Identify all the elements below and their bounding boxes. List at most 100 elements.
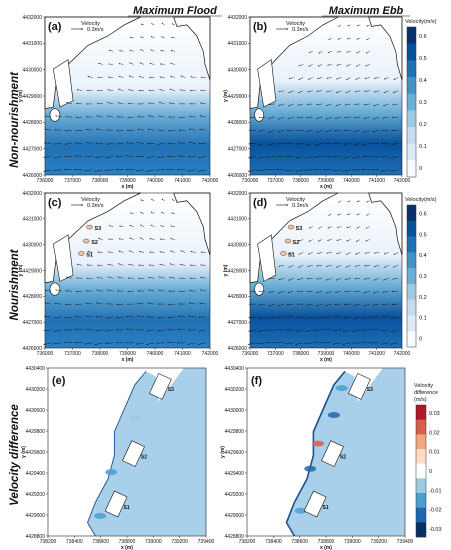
panel-c-ref-label: Velocity <box>81 197 100 203</box>
row-label-nourishment: Nourishment <box>9 248 21 320</box>
colorbar-velocity-top-swatch <box>407 110 416 128</box>
panel-c-ytick: 4430000 <box>23 242 43 248</box>
panel-b-ytick: 4430000 <box>228 67 248 73</box>
panel-f-site-label: S2 <box>340 454 346 460</box>
panel-e-xtick: 739200 <box>171 539 188 545</box>
panel-e-ytick: 4429400 <box>26 471 46 477</box>
panel-d-label: (d) <box>253 197 267 209</box>
panel-c-site-marker <box>86 224 93 230</box>
panel-e-xtick: 738400 <box>66 539 83 545</box>
colorbar-difference-swatch <box>416 463 426 479</box>
colorbar-velocity-top-tick: 0.1 <box>419 144 427 150</box>
panel-b-xtick: 740000 <box>343 178 360 184</box>
panel-d-ref-value: 0.3m/s <box>292 203 309 209</box>
panel-b-island <box>254 108 264 122</box>
panel-b-ytick: 4426000 <box>228 173 248 179</box>
colorbar-velocity-middle-swatch <box>407 252 416 269</box>
panel-d-ref-label: Velocity <box>286 197 305 203</box>
panel-e-xtick: 738200 <box>40 539 57 545</box>
panel-a-island <box>49 108 61 122</box>
panel-c-ref-value: 0.3m/s <box>87 203 104 209</box>
colorbar-velocity-top-tick: 0.3 <box>419 100 427 106</box>
panel-f-xtick: 739000 <box>344 539 361 545</box>
panel-d-ytick: 4426000 <box>228 346 248 352</box>
colorbar-difference-tick: 0.02 <box>429 430 440 436</box>
panel-b-xtick: 738000 <box>292 178 309 184</box>
colorbar-velocity-top-title: Velocity(m/s) <box>405 19 437 25</box>
panel-f-xtick: 738400 <box>265 539 282 545</box>
panel-c-ytick: 4431000 <box>23 217 43 223</box>
row-label-velocity-difference: Velocity difference <box>9 404 21 506</box>
column-title-ebb: Maximum Ebb <box>329 5 404 17</box>
panel-a-arrows <box>43 23 206 172</box>
panel-a-ytick: 4431000 <box>23 41 43 47</box>
colorbar-velocity-top-tick: 0.6 <box>419 34 427 40</box>
colorbar-difference-tick: 0.01 <box>429 450 440 456</box>
panel-e-site-box <box>104 490 128 518</box>
panel-a-ytick: 4430000 <box>23 67 43 73</box>
colorbar-velocity-middle-swatch <box>407 220 416 237</box>
panel-b-ref-label: Velocity <box>286 21 305 27</box>
colorbar-velocity-middle-tick: 0.3 <box>419 274 427 280</box>
panel-c-ytick: 4426000 <box>23 346 43 352</box>
panel-a-velocity-field <box>45 17 210 175</box>
panel-e-ytick: 4430400 <box>26 366 46 372</box>
panel-e-ytick: 4429200 <box>26 492 46 498</box>
panel-f: S3 S2 S1 (f) 738200 738400 738600 738800 739000 7… <box>220 366 414 550</box>
colorbar-velocity-top-swatch <box>407 60 416 78</box>
colorbar-difference-swatch <box>416 507 426 523</box>
panel-e: S3 S2 S1 (e) 738200 738400 738600 738800 739000 7… <box>21 366 215 550</box>
panel-e-shoreline <box>87 371 147 537</box>
panel-f-shoreline <box>285 370 346 537</box>
panel-a-xtick: 739000 <box>119 178 136 184</box>
panel-b-xtick: 739000 <box>318 178 335 184</box>
panel-a-ytick: 4428000 <box>23 120 43 126</box>
panel-f-xtick: 738200 <box>239 539 256 545</box>
panel-a-ref-label: Velocity <box>81 21 100 27</box>
panel-c-island <box>49 282 61 296</box>
colorbar-difference: 0.03 0.02 0.01 0 -0.01 -0.02 -0.03 Velocitydiff… <box>414 383 442 538</box>
panel-d-xtick: 738000 <box>292 351 309 357</box>
panel-e-site-box <box>148 373 172 400</box>
panel-d-ytick: 4432000 <box>228 191 248 197</box>
colorbar-difference-title: difference <box>414 390 438 396</box>
panel-a-xtick: 736000 <box>37 178 54 184</box>
panel-d-site-marker <box>284 238 292 244</box>
panel-e-ytick: 4429600 <box>26 450 46 456</box>
colorbar-difference-swatch <box>416 522 426 538</box>
panel-d-xtick: 737000 <box>267 351 284 357</box>
panel-a-label: (a) <box>48 21 62 33</box>
panel-b-ytick: 4428000 <box>228 120 248 126</box>
panel-d-xtick: 739000 <box>318 351 335 357</box>
panel-f-site-label: S1 <box>323 505 329 511</box>
panel-e-ytick: 4430200 <box>26 387 46 393</box>
panel-d-ytick: 4430000 <box>228 242 248 248</box>
panel-f-site-box <box>303 490 327 518</box>
panel-f-ytick: 4429000 <box>225 513 245 519</box>
panel-a-ytick: 4427000 <box>23 146 43 152</box>
colorbar-difference-title: (m/s) <box>414 397 427 403</box>
panel-e-site-label: S1 <box>124 505 130 511</box>
panel-e-xtick: 738800 <box>119 539 136 545</box>
panel-c-xtick: 740000 <box>147 351 164 357</box>
panel-e-site-label: S2 <box>141 454 147 460</box>
panel-b-xtick: 742000 <box>394 178 411 184</box>
panel-d-site-marker <box>280 251 287 256</box>
panel-c-xtick: 737000 <box>64 351 81 357</box>
panel-f-ytick: 4430200 <box>225 387 245 393</box>
colorbar-difference-swatch <box>416 449 426 464</box>
panel-b-ylabel: y (m) <box>223 90 229 102</box>
panel-f-xtick: 738600 <box>291 539 308 545</box>
panel-e-xtick: 739400 <box>198 539 215 545</box>
panel-d-xtick: 741000 <box>368 351 385 357</box>
panel-d-arrows <box>247 200 399 345</box>
panel-c-ylabel: y (m) <box>18 264 24 276</box>
column-title-flood: Maximum Flood <box>133 5 217 17</box>
colorbar-velocity-middle-swatch <box>407 299 416 316</box>
panel-f-ytick: 4429400 <box>225 471 245 477</box>
panel-b-ytick: 4432000 <box>228 15 248 21</box>
row-label-non-nourishment: Non-nourishment <box>9 71 21 168</box>
panel-f-ytick: 4429800 <box>225 429 245 435</box>
